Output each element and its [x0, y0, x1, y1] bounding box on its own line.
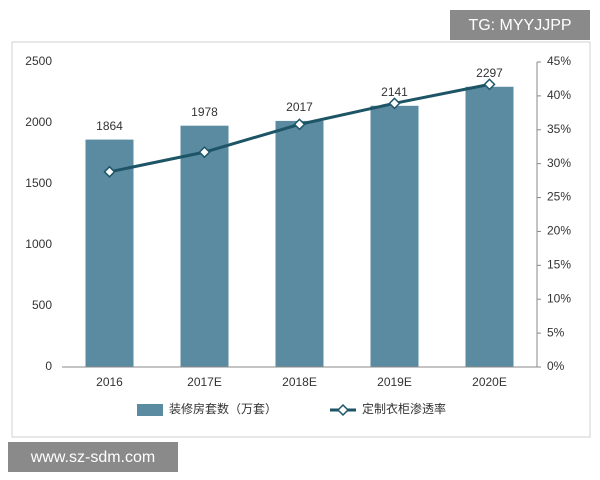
y2-tick-label: 10%	[547, 291, 571, 305]
marker	[483, 78, 496, 91]
y-tick-label: 1500	[25, 176, 52, 190]
watermark-box	[450, 10, 590, 40]
y-tick-label: 0	[45, 359, 52, 373]
watermark: www.sz-sdm.com	[30, 449, 155, 466]
x-tick-label: 2019E	[377, 375, 412, 389]
y-tick-label: 2500	[25, 54, 52, 68]
y2-tick-label: 25%	[547, 190, 571, 204]
y2-tick-label: 30%	[547, 156, 571, 170]
watermark: TG: MYYJJPP	[468, 17, 571, 34]
data-label: 2141	[381, 85, 408, 99]
y2-tick-label: 20%	[547, 224, 571, 238]
marker	[388, 97, 401, 110]
bar	[180, 125, 229, 368]
data-label: 1978	[191, 105, 218, 119]
marker	[293, 118, 306, 131]
bar	[275, 120, 324, 368]
data-label: 2017	[286, 100, 313, 114]
x-tick-label: 2018E	[282, 375, 317, 389]
y-tick-label: 1000	[25, 237, 52, 251]
x-tick-label: 2016	[96, 375, 123, 389]
y2-tick-label: 0%	[547, 359, 565, 373]
legend-marker	[336, 403, 350, 417]
marker	[198, 146, 211, 159]
y2-tick-label: 45%	[547, 54, 571, 68]
y2-tick-label: 5%	[547, 325, 565, 339]
x-tick-label: 2020E	[472, 375, 507, 389]
legend-swatch	[137, 404, 163, 416]
x-tick-label: 2017E	[187, 375, 222, 389]
y-tick-label: 500	[32, 298, 52, 312]
y2-tick-label: 35%	[547, 122, 571, 136]
marker	[103, 165, 116, 178]
legend-label: 定制衣柜渗透率	[362, 401, 446, 416]
data-label: 1864	[96, 119, 123, 133]
data-label: 2297	[476, 66, 503, 80]
watermark-box	[8, 442, 178, 472]
bar	[370, 105, 419, 367]
y2-tick-label: 40%	[547, 88, 571, 102]
legend-label: 装修房套数（万套）	[169, 401, 277, 416]
y-tick-label: 2000	[25, 115, 52, 129]
y2-tick-label: 15%	[547, 258, 571, 272]
bar	[465, 86, 514, 368]
